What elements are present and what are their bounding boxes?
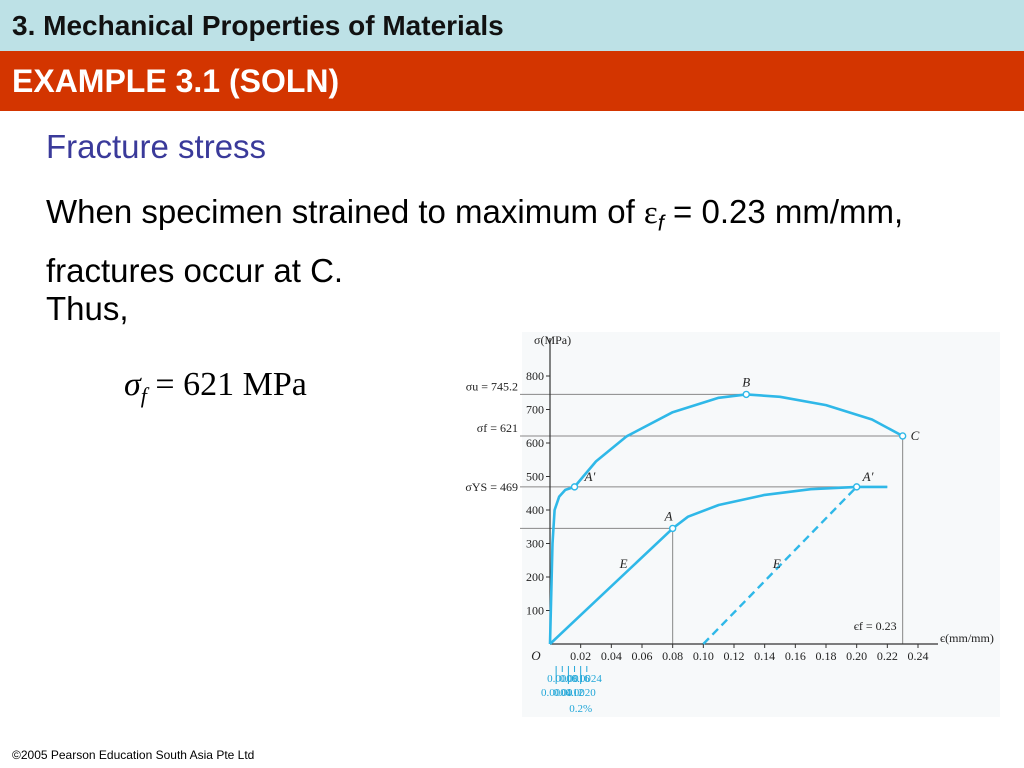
x-axis-label: є(mm/mm): [940, 631, 994, 645]
blue-tick-label-upper: 0.0024: [572, 673, 603, 685]
y-tick-label: 400: [526, 503, 544, 517]
epsilon-subscript: f: [657, 210, 664, 236]
point-marker-A_lower: [668, 524, 677, 533]
annotation-sigma-ys: σYS = 469: [465, 480, 518, 494]
point-marker-C: [898, 432, 907, 440]
annotation-sigma-f: σf = 621: [477, 421, 518, 435]
x-tick-label: 0.12: [724, 649, 745, 663]
fracture-stress-formula: σf = 621 MPa: [124, 366, 307, 409]
blue-tick-label-upper: 0.0008: [547, 673, 578, 685]
point-label-E_lower: E: [772, 556, 781, 571]
epsilon-char: ε: [643, 195, 658, 231]
point-label-E_upper: E: [619, 556, 628, 571]
y-tick-label: 300: [526, 537, 544, 551]
thus-text: Thus,: [46, 290, 129, 327]
y-tick-label: 500: [526, 470, 544, 484]
point-label-A_prime_lower: A′: [862, 469, 874, 484]
stress-strain-chart: 100 200 300 400 500 600 700 800 0.02 0.04 0.06 0.08…: [465, 332, 1000, 717]
offset-percent-label: 0.2%: [569, 703, 592, 715]
y-axis-label: σ(MPa): [534, 333, 571, 347]
point-label-B: B: [742, 374, 750, 389]
annotation-sigma-u: σu = 745.2: [466, 379, 518, 393]
y-tick-label: 600: [526, 436, 544, 450]
epsilon-symbol: εf: [643, 193, 664, 236]
x-tick-label: 0.04: [601, 649, 622, 663]
sigma-symbol: σ: [124, 366, 141, 403]
x-tick-label: 0.24: [908, 649, 929, 663]
point-marker-B: [742, 390, 750, 399]
y-tick-label: 100: [526, 604, 544, 618]
point-marker-A_prime_lower: [852, 483, 861, 491]
x-tick-label: 0.20: [846, 649, 867, 663]
formula-value: = 621 MPa: [146, 366, 307, 403]
x-tick-label: 0.10: [693, 649, 714, 663]
sigma-subscript: f: [140, 382, 147, 408]
x-tick-label: 0.22: [877, 649, 898, 663]
blue-tick-label-lower: 0.0012: [553, 687, 583, 699]
para-text-2: = 0.23 mm/mm, fractures occur at C.: [46, 193, 904, 289]
x-tick-label: 0.18: [816, 649, 837, 663]
annotation-eps-f: єf = 0.23: [854, 619, 897, 633]
y-tick-label: 800: [526, 369, 544, 383]
x-tick-label: 0.14: [754, 649, 775, 663]
x-tick-label: 0.16: [785, 649, 806, 663]
section-heading: Fracture stress: [46, 128, 267, 165]
chart-layer: 100 200 300 400 500 600 700 800 0.02 0.04 0.06 0.08…: [465, 333, 993, 715]
para-text-1: When specimen strained to maximum of: [46, 193, 644, 230]
point-label-A_prime_upper: A′: [584, 469, 596, 484]
y-tick-label: 200: [526, 570, 544, 584]
slide-subtitle: EXAMPLE 3.1 (SOLN): [0, 51, 1024, 111]
y-tick-label: 700: [526, 403, 544, 417]
offset-dashed-line: [702, 486, 858, 645]
point-label-A_lower: A: [664, 508, 673, 523]
x-tick-label: 0.06: [632, 649, 653, 663]
copyright-footer: ©2005 Pearson Education South Asia Pte L…: [12, 748, 255, 762]
slide-title: 3. Mechanical Properties of Materials: [0, 0, 1024, 51]
point-label-C: C: [911, 428, 920, 443]
point-marker-A_prime_upper: [570, 483, 579, 491]
series-line-0: [548, 393, 904, 645]
origin-label: O: [531, 648, 541, 663]
body-paragraph: When specimen strained to maximum of εf …: [46, 188, 946, 294]
blue-tick-label-lower: 0.0020: [566, 687, 597, 699]
x-tick-label: 0.02: [570, 649, 591, 663]
x-tick-label: 0.08: [662, 649, 683, 663]
blue-tick-label-upper: 0.0016: [559, 673, 590, 685]
blue-tick-label-lower: 0.0004: [541, 687, 572, 699]
